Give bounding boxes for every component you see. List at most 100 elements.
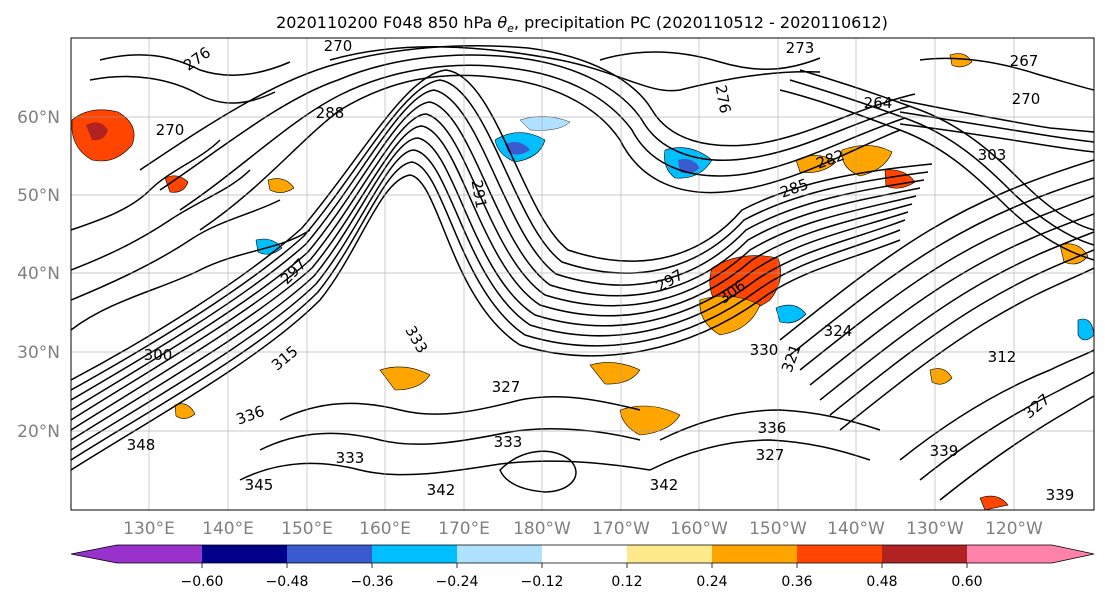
contour-line <box>899 123 1094 153</box>
contour-line <box>919 57 1094 91</box>
precip-blob <box>174 403 196 419</box>
precip-blob <box>949 53 973 68</box>
colorbar-segment <box>117 545 202 563</box>
contour-line <box>919 371 1094 481</box>
contour-line <box>99 54 291 76</box>
colorbar-tick-label: 0.12 <box>611 574 642 590</box>
colorbar-segment <box>287 545 372 563</box>
colorbar-ticks <box>201 563 968 568</box>
contour-line <box>71 139 221 231</box>
contour-line <box>71 69 933 381</box>
lon-label: 170°W <box>592 519 650 539</box>
precip-blob <box>379 366 431 391</box>
colorbar-tick-label: −0.24 <box>436 574 479 590</box>
colorbar-tick-labels: −0.60 −0.48 −0.36 −0.24 −0.12 0.12 0.24 … <box>181 574 983 590</box>
contour-line <box>829 249 1094 416</box>
lon-label: 150°E <box>281 519 333 539</box>
contour-line <box>179 64 906 211</box>
contour-label: 264 <box>864 94 893 112</box>
contour-label: 270 <box>156 121 185 139</box>
contour-label: 345 <box>245 476 274 494</box>
colorbar-tick-label: −0.60 <box>181 574 224 590</box>
contour-line <box>599 51 821 70</box>
colorbar-tick-label: −0.36 <box>351 574 394 590</box>
contour-label: 270 <box>1012 90 1041 108</box>
contour-label: 336 <box>758 419 787 437</box>
lon-label: 140°W <box>827 519 885 539</box>
contour-label: 288 <box>316 104 345 122</box>
contour-line <box>939 395 1094 501</box>
contour-line <box>71 149 906 451</box>
colorbar-segment <box>882 545 967 563</box>
contour-line <box>899 99 1094 133</box>
lon-label: 160°W <box>670 519 728 539</box>
precip-blob <box>267 178 295 193</box>
colorbar-segment <box>797 545 882 563</box>
figure-title: 2020110200 F048 850 hPa θe, precipitatio… <box>276 13 888 35</box>
precip-blob <box>929 368 953 385</box>
contour-label: 300 <box>144 346 173 364</box>
colorbar-extend-max <box>1052 545 1094 563</box>
lon-label: 160°E <box>359 519 411 539</box>
colorbar-extend-min <box>71 545 117 563</box>
contour-line <box>239 460 651 481</box>
contour-line <box>779 89 1094 261</box>
lat-labels: 60°N 50°N 40°N 30°N 20°N <box>17 108 60 442</box>
contour-label: 270 <box>324 37 353 55</box>
lon-label: 150°W <box>749 519 807 539</box>
lon-label: 120°W <box>985 519 1043 539</box>
lon-label: 140°E <box>202 519 254 539</box>
contour-label: 339 <box>930 442 959 460</box>
map-frame <box>70 37 1095 511</box>
contour-line <box>71 101 921 411</box>
precip-blob <box>775 304 807 324</box>
contour-line <box>649 439 871 471</box>
contour-line <box>71 79 929 391</box>
contour-line <box>259 427 641 451</box>
contour-line <box>71 137 909 441</box>
lon-label: 130°W <box>906 519 964 539</box>
contour-label: 303 <box>978 146 1007 164</box>
contour-line <box>89 75 276 104</box>
contour-line <box>71 161 901 461</box>
colorbar-segment <box>967 545 1052 563</box>
contour-line <box>329 46 821 92</box>
colorbar-tick-label: 0.48 <box>866 574 897 590</box>
contour-line <box>71 174 901 471</box>
contour-line <box>789 177 1094 356</box>
precip-blob <box>164 175 189 193</box>
contour-line <box>279 396 641 421</box>
contour-label: 312 <box>988 348 1017 366</box>
contour-label: 327 <box>756 446 785 464</box>
precip-blob <box>841 145 893 177</box>
contour-label: 291 <box>468 178 491 209</box>
colorbar-segment <box>712 545 797 563</box>
contour-label: 339 <box>1046 486 1075 504</box>
contour-label: 342 <box>427 481 456 499</box>
contour-label: 342 <box>650 476 679 494</box>
colorbar-tick-label: 0.36 <box>781 574 812 590</box>
precip-blob <box>619 405 681 436</box>
contour-line <box>789 79 1094 246</box>
lon-labels: 130°E 140°E 150°E 160°E 170°E 180°W 170°… <box>123 519 1043 539</box>
contour-label: 267 <box>1010 52 1039 70</box>
contour-label: 273 <box>786 39 815 57</box>
lat-label: 50°N <box>17 186 60 206</box>
contour-line <box>139 44 916 171</box>
precip-blob <box>86 122 108 141</box>
contour-line <box>839 267 1094 431</box>
contour-line <box>659 409 881 441</box>
colorbar-tick-label: −0.48 <box>266 574 309 590</box>
contour-line <box>159 54 911 191</box>
colorbar <box>70 544 1095 564</box>
lat-label: 30°N <box>17 343 60 363</box>
map-panel: 270 273 276 276 267 270 270 288 264 303 … <box>70 37 1095 511</box>
colorbar-tick-label: 0.24 <box>696 574 727 590</box>
contour-line <box>71 125 913 431</box>
contour-label: 330 <box>750 341 779 359</box>
precip-blob <box>589 362 641 385</box>
contour-line <box>71 113 917 421</box>
contour-line <box>71 199 281 301</box>
contour-line <box>809 213 1094 386</box>
contour-label: 324 <box>824 322 853 340</box>
